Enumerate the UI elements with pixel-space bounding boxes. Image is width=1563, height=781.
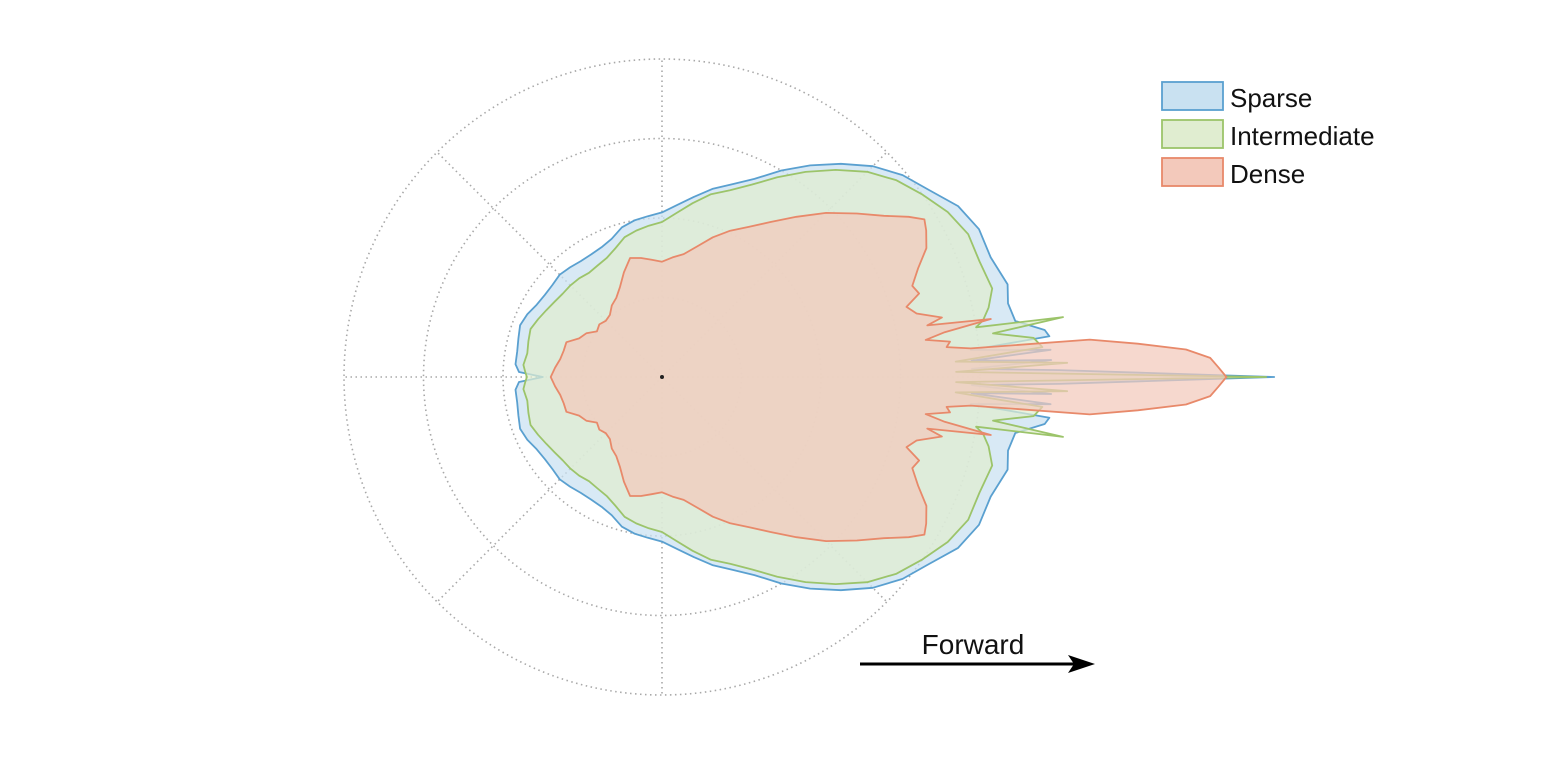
forward-label: Forward bbox=[922, 629, 1025, 660]
legend-swatch-sparse bbox=[1161, 81, 1224, 111]
center-dot bbox=[660, 375, 664, 379]
forward-annotation: Forward bbox=[860, 629, 1095, 673]
legend-label-sparse: Sparse bbox=[1230, 83, 1312, 113]
legend-swatch-intermediate bbox=[1161, 119, 1224, 149]
series-area-dense bbox=[549, 212, 1228, 542]
legend-swatch-dense bbox=[1161, 157, 1224, 187]
series-areas bbox=[514, 162, 1276, 592]
forward-arrow-icon bbox=[1068, 655, 1095, 673]
legend: Sparse Intermediate Dense bbox=[1161, 81, 1375, 189]
legend-label-intermediate: Intermediate bbox=[1230, 121, 1375, 151]
legend-label-dense: Dense bbox=[1230, 159, 1305, 189]
grid-spoke-135 bbox=[436, 151, 663, 378]
grid-spoke-225 bbox=[436, 376, 663, 603]
